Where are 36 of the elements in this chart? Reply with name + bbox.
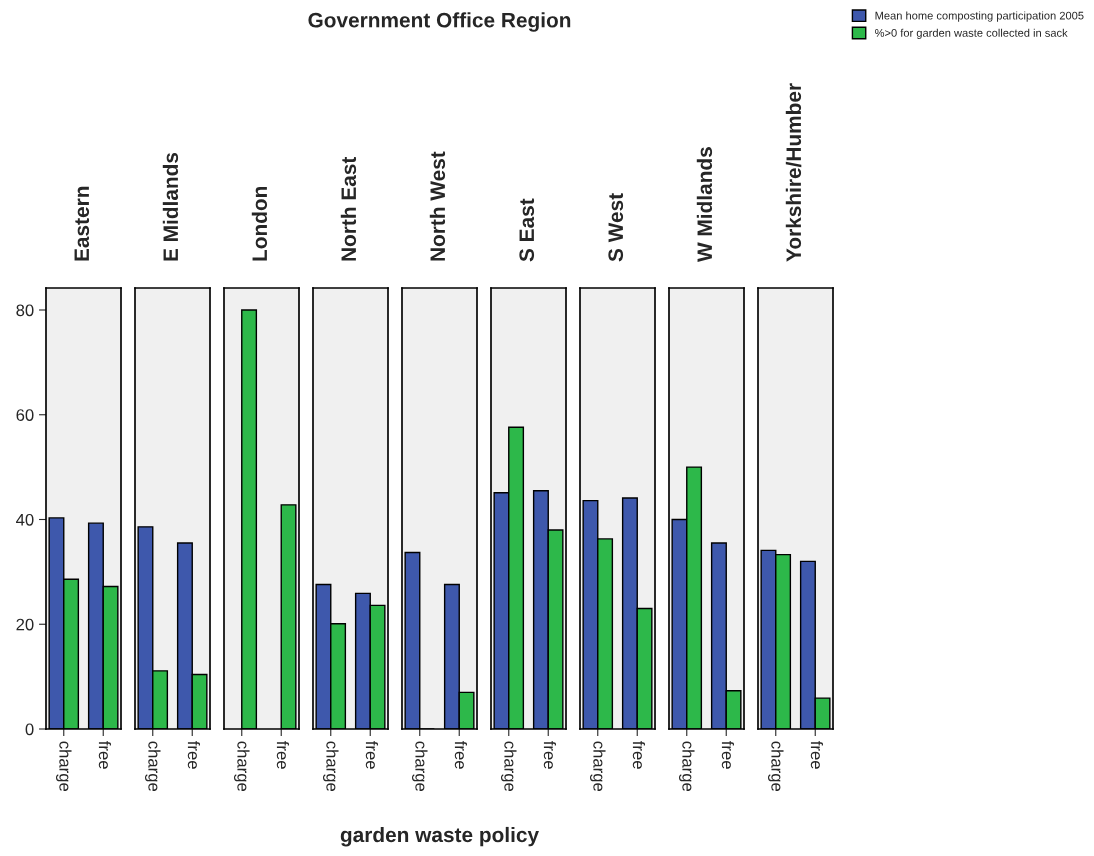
x-tick-label: free [543, 741, 556, 769]
chart-title: S West [608, 193, 624, 262]
x-tick-label: free [98, 741, 111, 769]
x-tick-label: free [721, 741, 734, 769]
y-tick-label: 80 [16, 304, 34, 317]
x-tick-label: free [454, 741, 467, 769]
x-tick-label: free [276, 741, 289, 769]
x-tick-label: charge [767, 741, 784, 792]
x-tick-label: charge [233, 741, 250, 792]
legend-label: %>0 for garden waste collected in sack [875, 28, 1068, 40]
y-tick-label: 40 [16, 513, 34, 526]
y-tick-label: 60 [16, 409, 34, 421]
text: Government Office Region [308, 12, 571, 32]
y-tick-label: 20 [16, 618, 34, 631]
legend-label: Mean home composting participation 2005 [875, 11, 1084, 22]
chart-title: North East [340, 156, 357, 261]
chart-title: North West [429, 151, 446, 261]
chart-title: London [251, 186, 268, 261]
y-tick-label: 0 [25, 723, 34, 736]
x-tick-label: free [810, 741, 823, 769]
x-tick-label: charge [589, 741, 606, 792]
chart-title: Eastern [74, 186, 90, 261]
chart-title: E Midlands [162, 152, 179, 261]
chart-title: S East [519, 198, 535, 262]
x-tick-label: free [365, 741, 378, 769]
x-tick-label: charge [144, 741, 161, 792]
x-tick-label: charge [411, 741, 428, 792]
x-tick-label: charge [500, 741, 517, 792]
x-tick-label: free [632, 741, 645, 769]
x-tick-label: charge [55, 741, 72, 792]
x-axis-title: garden waste policy [340, 826, 539, 847]
x-tick-label: charge [322, 741, 339, 792]
chart-title: W Midlands [696, 147, 713, 262]
chart-title: Yorkshire/Humber [785, 83, 802, 262]
x-tick-label: free [187, 741, 200, 769]
x-tick-label: charge [678, 741, 695, 792]
